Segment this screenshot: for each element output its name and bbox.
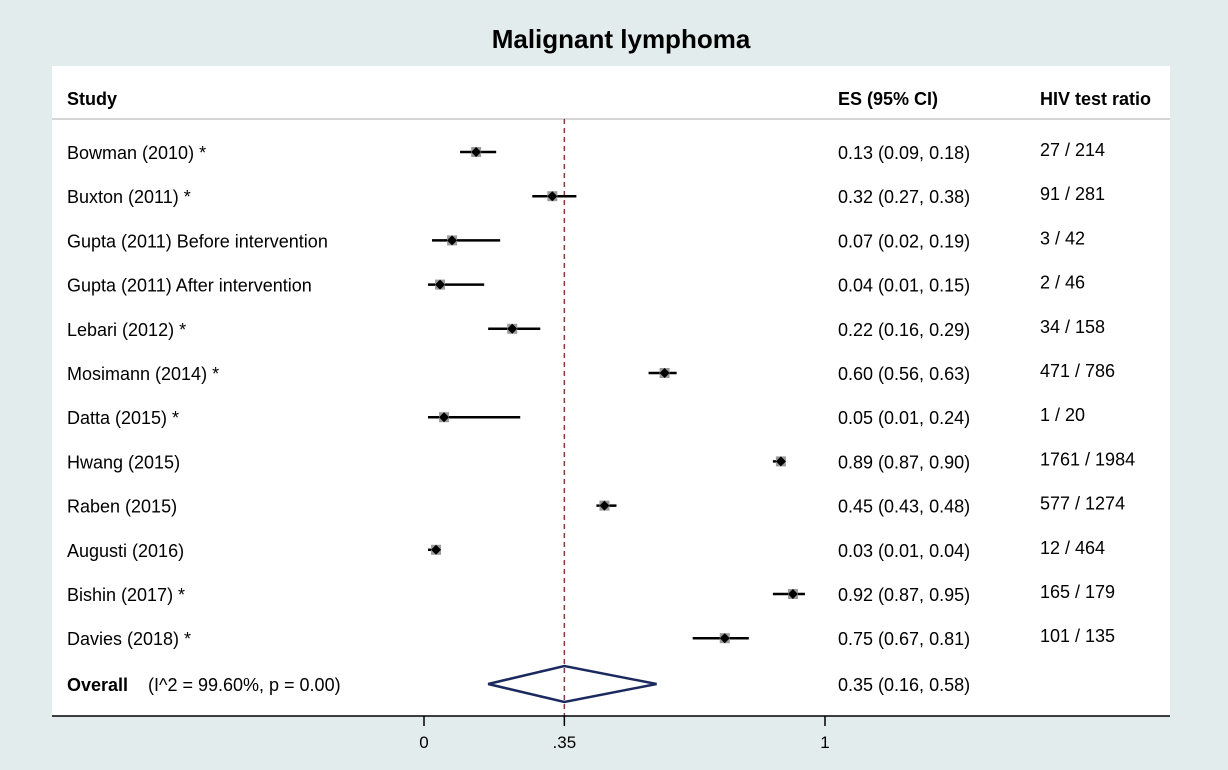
point-estimate (439, 412, 450, 423)
point-estimate (435, 279, 446, 290)
es-text: 0.45 (0.43, 0.48) (838, 497, 970, 517)
ratio-text: 101 / 135 (1040, 626, 1115, 646)
es-text: 0.89 (0.87, 0.90) (838, 452, 970, 472)
study-label: Gupta (2011) After intervention (67, 276, 312, 296)
ratio-text: 27 / 214 (1040, 140, 1105, 160)
es-text: 0.32 (0.27, 0.38) (838, 187, 970, 207)
ratio-text: 1761 / 1984 (1040, 449, 1135, 469)
point-estimate (787, 589, 798, 599)
es-text: 0.60 (0.56, 0.63) (838, 364, 970, 384)
es-text: 0.13 (0.09, 0.18) (838, 143, 970, 163)
ratio-text: 2 / 46 (1040, 273, 1085, 293)
chart-title: Malignant lymphoma (492, 24, 751, 54)
x-tick-label: 1 (820, 733, 829, 752)
study-label: Augusti (2016) (67, 541, 184, 561)
es-text: 0.75 (0.67, 0.81) (838, 629, 970, 649)
study-label: Gupta (2011) Before intervention (67, 231, 328, 251)
ratio-text: 471 / 786 (1040, 361, 1115, 381)
header-es: ES (95% CI) (838, 89, 938, 109)
study-label: Bishin (2017) * (67, 585, 185, 605)
point-estimate (659, 368, 670, 378)
header-ratio: HIV test ratio (1040, 89, 1151, 109)
overall-es-text: 0.35 (0.16, 0.58) (838, 675, 970, 695)
study-label: Raben (2015) (67, 497, 177, 517)
es-text: 0.05 (0.01, 0.24) (838, 408, 970, 428)
es-text: 0.04 (0.01, 0.15) (838, 276, 970, 296)
study-rows: Bowman (2010) * 0.13 (0.09, 0.18) 27 / 214… (67, 140, 1135, 649)
study-label: Davies (2018) * (67, 629, 191, 649)
point-estimate (447, 235, 458, 246)
ratio-text: 12 / 464 (1040, 538, 1105, 558)
point-estimate (507, 323, 518, 334)
es-text: 0.07 (0.02, 0.19) (838, 231, 970, 251)
header-study: Study (67, 89, 117, 109)
study-label: Datta (2015) * (67, 408, 179, 428)
study-label: Mosimann (2014) * (67, 364, 219, 384)
overall-stats: (I^2 = 99.60%, p = 0.00) (148, 675, 341, 695)
study-label: Hwang (2015) (67, 452, 180, 472)
x-tick-label: 0 (419, 733, 428, 752)
study-label: Bowman (2010) * (67, 143, 206, 163)
point-estimate (471, 147, 482, 157)
ratio-text: 577 / 1274 (1040, 494, 1125, 514)
ratio-text: 165 / 179 (1040, 582, 1115, 602)
study-label: Lebari (2012) * (67, 320, 186, 340)
ratio-text: 3 / 42 (1040, 228, 1085, 248)
es-text: 0.92 (0.87, 0.95) (838, 585, 970, 605)
point-estimate (547, 191, 558, 202)
overall-row: Overall (I^2 = 99.60%, p = 0.00) 0.35 (0… (67, 664, 970, 704)
point-estimate (431, 544, 442, 555)
overall-diamond (487, 664, 657, 704)
ratio-text: 1 / 20 (1040, 405, 1085, 425)
ratio-text: 91 / 281 (1040, 184, 1105, 204)
ratio-text: 34 / 158 (1040, 317, 1105, 337)
x-tick-label: .35 (553, 733, 577, 752)
point-estimate (719, 633, 730, 644)
overall-label: Overall (67, 675, 128, 695)
point-estimate (599, 500, 610, 511)
point-estimate (775, 456, 786, 467)
es-text: 0.22 (0.16, 0.29) (838, 320, 970, 340)
x-axis: 0 .35 1 (52, 715, 1170, 752)
plot-background (52, 66, 1170, 716)
es-text: 0.03 (0.01, 0.04) (838, 541, 970, 561)
study-label: Buxton (2011) * (67, 187, 191, 207)
